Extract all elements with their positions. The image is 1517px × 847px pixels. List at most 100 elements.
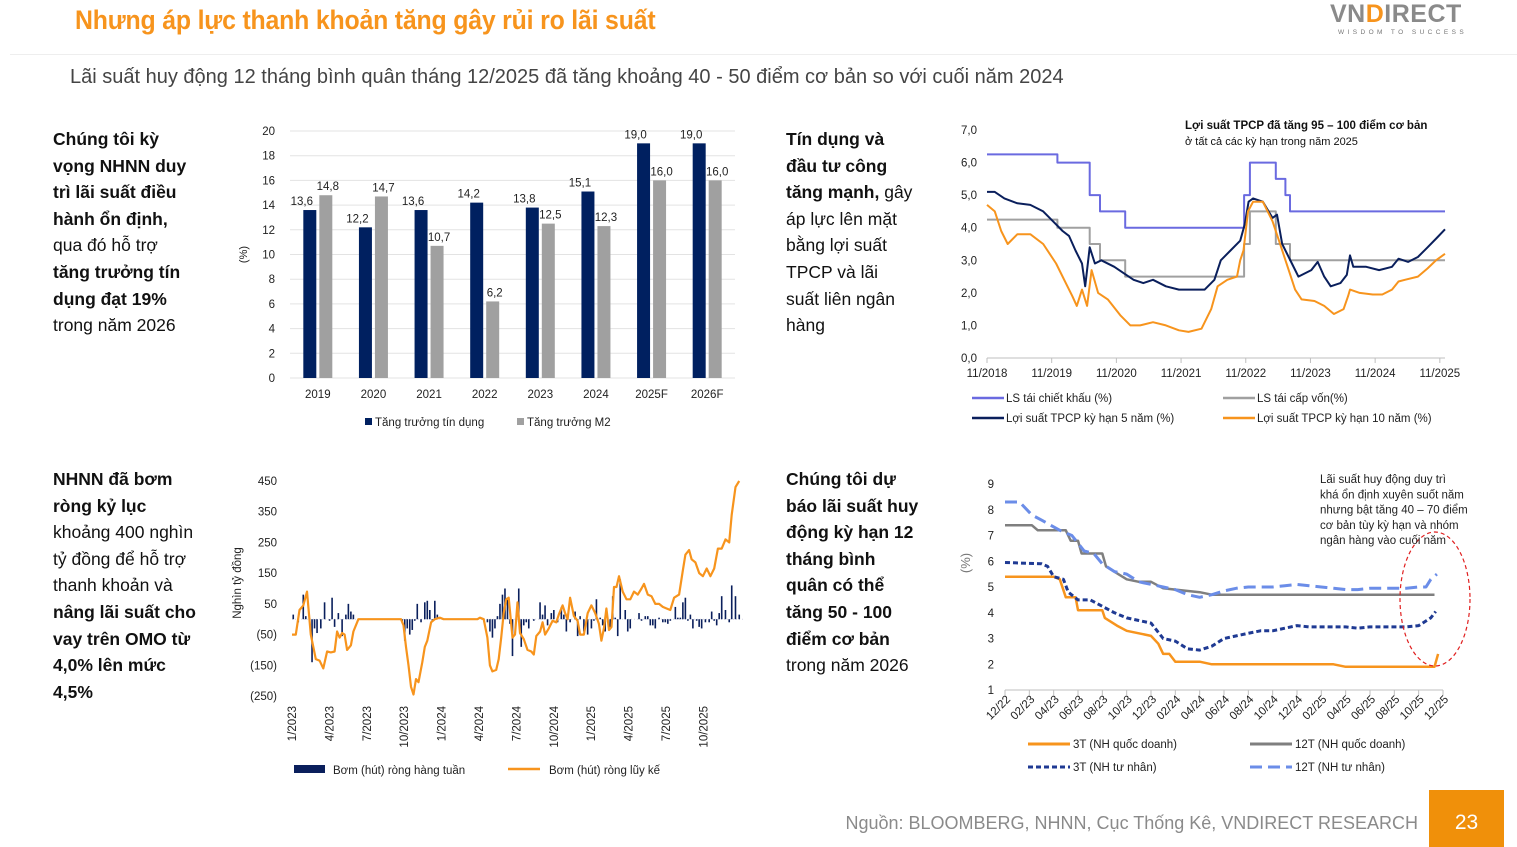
x-tick-label: 08/25: [1374, 694, 1403, 723]
x-tick-label: 04/24: [1179, 693, 1208, 722]
data-label: 19,0: [624, 129, 646, 141]
bar: [599, 617, 601, 620]
x-tick-label: 11/2025: [1419, 368, 1460, 380]
y-tick-label: 3,0: [961, 255, 977, 267]
x-tick-label: 7/2023: [362, 706, 374, 741]
bar: [408, 619, 411, 635]
x-tick-label: 10/25: [1398, 694, 1427, 723]
y-tick-label: 2: [269, 348, 275, 360]
data-label: 14,2: [457, 189, 479, 201]
bar: [436, 614, 439, 620]
bar: [692, 143, 706, 378]
note-text-run: tăng trưởng tín dụng đạt 19%: [53, 261, 181, 309]
x-tick-label: 02/25: [1301, 694, 1330, 723]
bar: [649, 619, 652, 626]
credit-m2-chart: 0 2 4 6 8 10 12 14 16 18 20 (%) 13,6 14,8 2019 12,2 14,7…: [238, 126, 735, 429]
y-tick-label: 4: [269, 324, 276, 336]
bar: [708, 619, 710, 623]
y-tick-label: 50: [264, 599, 277, 611]
note-text-run: Chúng tôi dự báo lãi suất huy động kỳ hạ…: [786, 469, 919, 649]
bar: [574, 611, 576, 620]
bar: [539, 602, 541, 620]
data-label: 14,8: [317, 181, 339, 193]
bar: [569, 619, 571, 623]
legend-label: Tăng trưởng M2: [527, 417, 611, 429]
bar: [486, 619, 489, 623]
bar: [406, 619, 409, 629]
x-tick-label: 08/24: [1228, 693, 1257, 722]
y-tick-label: 6: [269, 299, 275, 311]
deposit-rate-chart: 123456789(%)12/2202/2304/2306/2308/2310/…: [958, 474, 1471, 774]
data-label: 12,5: [539, 210, 561, 222]
series-line: [987, 190, 1446, 291]
x-tick-label: 04/23: [1033, 694, 1062, 723]
bar: [313, 619, 316, 629]
bar: [638, 613, 640, 620]
bar: [420, 619, 422, 623]
bar: [595, 599, 598, 620]
y-tick-label: (50): [257, 630, 278, 642]
legend-swatch: [365, 418, 372, 425]
x-tick-label: 06/23: [1057, 694, 1086, 723]
bar: [328, 619, 331, 621]
y-axis-label: (%): [958, 553, 973, 573]
bar: [734, 596, 737, 620]
bar: [563, 614, 565, 620]
bar: [358, 227, 372, 378]
note-deposit-forecast: Chúng tôi dự báo lãi suất huy động kỳ hạ…: [786, 466, 921, 679]
bar: [698, 619, 700, 627]
chart-annotation-line: cơ bản tùy kỳ hạn và nhóm: [1320, 520, 1459, 532]
y-tick-label: 1,0: [961, 320, 977, 332]
bar: [541, 614, 544, 620]
source-note: Nguồn: BLOOMBERG, NHNN, Cục Thống Kê, VN…: [845, 813, 1418, 833]
bar: [560, 606, 563, 620]
y-tick-label: 4: [988, 608, 995, 620]
x-tick-label: 2021: [416, 389, 442, 401]
bar: [292, 614, 295, 620]
series-line: [1005, 575, 1440, 669]
x-tick-label: 2025F: [635, 389, 668, 401]
bar: [695, 619, 698, 621]
bar: [522, 619, 525, 626]
bar: [640, 619, 643, 621]
y-tick-label: 3: [988, 634, 994, 646]
x-tick-label: 11/2019: [1031, 368, 1072, 380]
x-tick-label: 1/2023: [287, 706, 299, 741]
y-tick-label: 6,0: [961, 158, 977, 170]
bar: [710, 611, 713, 620]
note-bond-pressure: Tín dụng và đầu tư công tăng mạnh, gây á…: [786, 126, 916, 339]
data-label: 16,0: [706, 166, 728, 178]
bar: [544, 605, 546, 620]
x-tick-label: 11/2024: [1355, 368, 1396, 380]
bar: [430, 245, 444, 378]
bar: [341, 619, 343, 637]
bar: [730, 585, 733, 620]
x-tick-label: 12/24: [1276, 693, 1305, 722]
y-tick-label: 9: [988, 479, 994, 491]
y-tick-label: 14: [262, 200, 275, 212]
bar: [319, 195, 333, 378]
logo-wordmark: VNDIRECT: [1330, 0, 1480, 28]
note-text-run: Tín dụng và đầu tư công tăng mạnh,: [786, 129, 888, 203]
y-tick-label: 4,0: [961, 223, 977, 235]
x-tick-label: 1/2025: [586, 706, 598, 741]
bar: [674, 606, 677, 620]
bar: [331, 597, 333, 620]
x-tick-label: 10/24: [1252, 693, 1281, 722]
legend-label: Bơm (hút) ròng lũy kế: [549, 765, 661, 777]
x-tick-label: 11/2018: [967, 368, 1008, 380]
bar: [593, 619, 595, 621]
bar: [304, 616, 307, 620]
x-tick-label: 2019: [305, 389, 331, 401]
bar: [553, 610, 555, 620]
y-tick-label: 0: [269, 373, 275, 385]
bar: [653, 180, 667, 378]
bar: [429, 610, 431, 620]
note-credit-outlook: Chúng tôi kỳ vọng NHNN duy trì lãi suất …: [53, 126, 198, 339]
bar: [724, 610, 727, 620]
bar: [496, 616, 499, 620]
bar: [658, 617, 660, 620]
bar: [525, 619, 528, 623]
legend-label: 3T (NH tư nhân): [1073, 762, 1157, 774]
legend-label: LS tái cấp vốn(%): [1257, 393, 1348, 405]
